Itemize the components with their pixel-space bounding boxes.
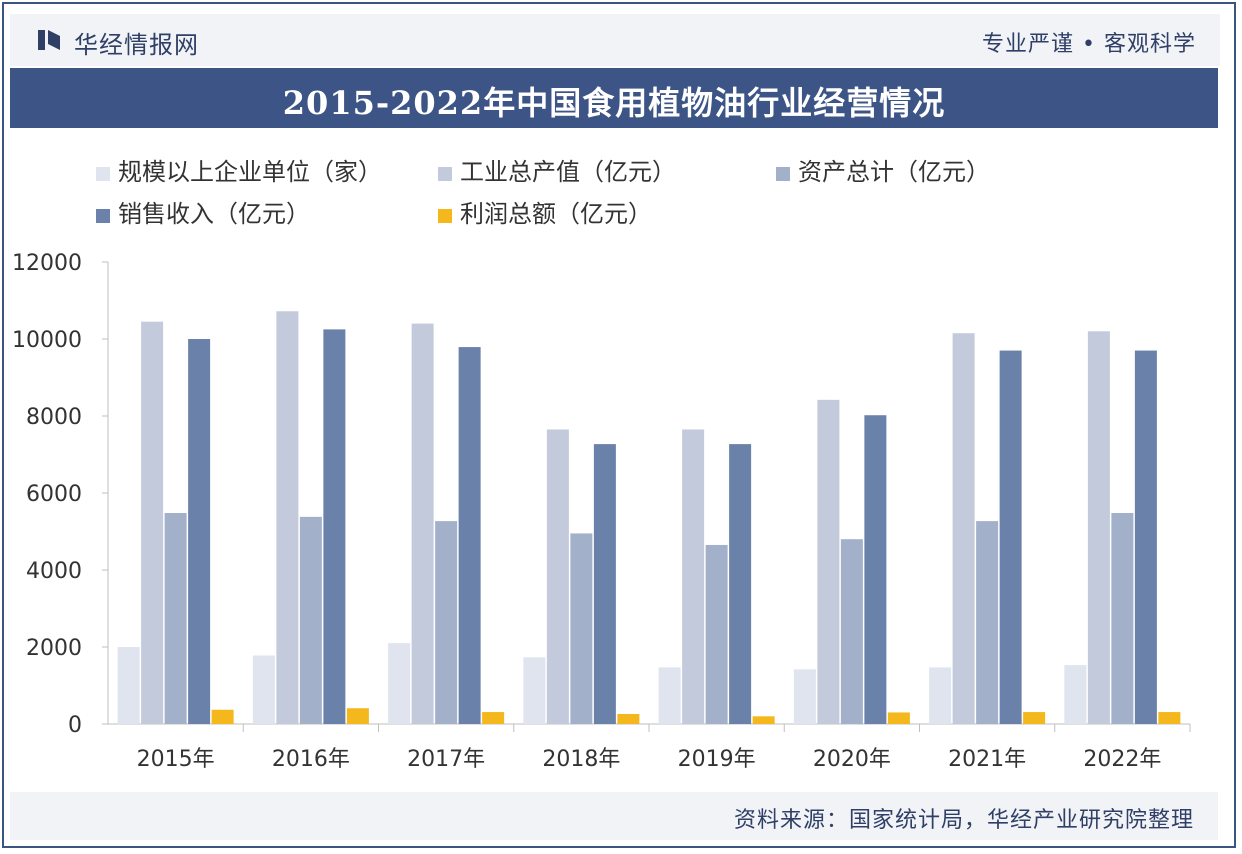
bar [435, 521, 458, 724]
footer-bar: 资料来源：国家统计局，华经产业研究院整理 [10, 792, 1218, 840]
x-tick-label: 2017年 [407, 747, 485, 772]
bar [976, 521, 999, 724]
bar [164, 513, 187, 724]
x-tick-label: 2019年 [678, 747, 756, 772]
bar [729, 444, 752, 724]
bar [864, 415, 887, 724]
bar [546, 429, 569, 724]
brand-name: 华经情报网 [74, 31, 199, 59]
y-tick-label: 4000 [26, 559, 82, 584]
bar [999, 350, 1022, 724]
bar [1158, 712, 1181, 724]
x-tick-label: 2018年 [542, 747, 620, 772]
x-tick-label: 2015年 [137, 747, 215, 772]
bar [1087, 331, 1110, 724]
bar [1111, 513, 1134, 724]
bar [458, 347, 481, 724]
bar [141, 321, 164, 724]
legend-label: 利润总额（亿元） [460, 200, 652, 228]
legend-label: 资产总计（亿元） [798, 158, 990, 186]
source-note: 资料来源：国家统计局，华经产业研究院整理 [733, 808, 1194, 833]
bar [276, 311, 299, 724]
x-tick-label: 2016年 [272, 747, 350, 772]
bar [211, 709, 234, 724]
y-tick-label: 12000 [12, 251, 82, 276]
bar [682, 429, 705, 724]
bar [117, 647, 140, 724]
bar [252, 655, 275, 724]
y-tick-label: 2000 [26, 636, 82, 661]
legend-label: 规模以上企业单位（家） [118, 158, 382, 186]
bar [705, 544, 728, 724]
bar [952, 333, 975, 724]
bar [411, 323, 434, 724]
bar [752, 716, 775, 724]
legend-label: 销售收入（亿元） [118, 200, 310, 228]
bar [793, 669, 816, 724]
x-tick-label: 2020年 [813, 747, 891, 772]
legend-swatch [96, 167, 110, 181]
bar [323, 329, 346, 724]
bar [299, 516, 322, 724]
header-bar: 华经情报网 专业严谨 • 客观科学 [10, 14, 1220, 66]
bar [658, 667, 681, 724]
title-banner: 2015-2022年中国食用植物油行业经营情况 [10, 68, 1218, 128]
bar [1064, 665, 1087, 724]
bar [346, 708, 369, 724]
legend-swatch [96, 209, 110, 223]
bar [523, 657, 546, 724]
slogan: 专业严谨 • 客观科学 [982, 32, 1196, 57]
bar [617, 713, 640, 724]
y-tick-label: 8000 [26, 405, 82, 430]
bar [593, 444, 616, 724]
y-tick-label: 0 [68, 713, 82, 738]
x-tick-label: 2021年 [948, 747, 1026, 772]
bar [1023, 712, 1046, 724]
y-tick-label: 6000 [26, 482, 82, 507]
bar [570, 533, 593, 724]
bar [188, 339, 211, 724]
legend-swatch [438, 167, 452, 181]
bar [388, 643, 411, 724]
bar-chart: 规模以上企业单位（家） 工业总产值（亿元） 资产总计（亿元） 销售收入（亿元） 利润总额… [12, 158, 1191, 772]
bar [887, 712, 910, 724]
bar [929, 667, 952, 724]
chart-title: 2015-2022年中国食用植物油行业经营情况 [282, 84, 946, 122]
x-tick-label: 2022年 [1083, 747, 1161, 772]
bar [840, 539, 863, 724]
brand-logo-icon [38, 30, 60, 50]
legend-label: 工业总产值（亿元） [460, 158, 676, 186]
bar [817, 399, 840, 724]
legend-swatch [776, 167, 790, 181]
bar [482, 712, 505, 724]
bar [1134, 350, 1157, 724]
legend-swatch [438, 209, 452, 223]
y-tick-label: 10000 [12, 328, 82, 353]
